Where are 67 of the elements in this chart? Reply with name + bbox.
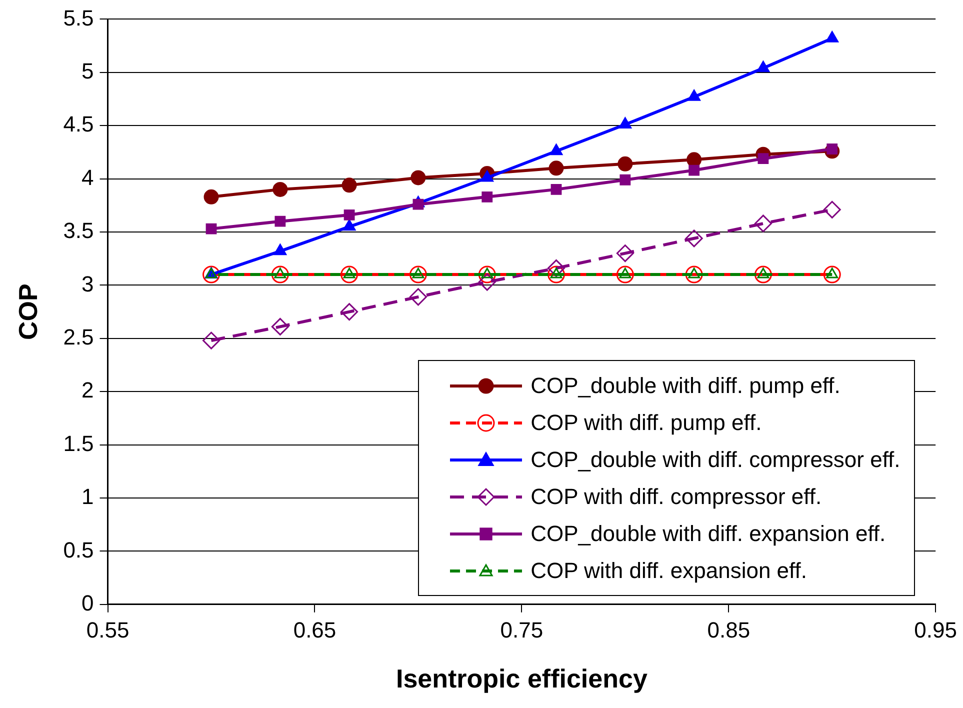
point — [272, 182, 288, 197]
point — [754, 214, 772, 232]
point — [685, 230, 703, 248]
legend-label: COP_double with diff. pump eff. — [530, 372, 840, 399]
point — [754, 266, 772, 284]
point — [342, 219, 356, 231]
point — [202, 332, 220, 350]
point — [823, 200, 841, 218]
point — [550, 184, 562, 195]
point — [340, 303, 358, 321]
point — [618, 156, 633, 172]
x-axis-title: Isentropic efficiency — [396, 664, 648, 694]
legend-label: COP_double with diff. compressor eff. — [530, 446, 900, 473]
point — [550, 144, 563, 156]
point — [409, 266, 427, 284]
point — [478, 266, 496, 284]
point — [206, 223, 217, 234]
point — [548, 160, 564, 176]
point — [204, 189, 219, 204]
y-tick-label: 5 — [82, 58, 94, 84]
y-tick-label: 0 — [82, 590, 94, 616]
point — [271, 266, 289, 284]
y-axis-title: COP — [12, 284, 43, 340]
x-tick-label: 0.55 — [86, 618, 130, 643]
point — [344, 210, 355, 220]
legend-label: COP_double with diff. expansion eff. — [530, 520, 886, 547]
point — [480, 170, 494, 182]
x-tick-label: 0.75 — [500, 618, 544, 643]
point — [616, 244, 634, 262]
y-tick-label: 1.5 — [63, 430, 94, 456]
point — [202, 266, 220, 284]
point — [685, 266, 703, 284]
point — [688, 164, 700, 176]
point — [826, 30, 839, 42]
y-tick-label: 4 — [82, 164, 94, 190]
point — [342, 178, 357, 193]
x-tick-label: 0.85 — [707, 618, 750, 643]
point — [274, 244, 287, 256]
legend-label: COP with diff. expansion eff. — [530, 558, 807, 584]
point — [756, 60, 770, 72]
y-tick-label: 2 — [82, 378, 94, 403]
point — [688, 89, 701, 101]
y-tick-label: 5.5 — [63, 5, 94, 30]
legend-label: COP with diff. compressor eff. — [530, 484, 822, 510]
point — [478, 273, 496, 291]
y-tick-label: 4.5 — [63, 112, 94, 137]
point — [412, 198, 424, 210]
point — [271, 318, 289, 336]
x-tick-label: 0.65 — [293, 618, 336, 643]
point — [340, 266, 358, 284]
point — [409, 288, 427, 306]
legend-label: COP with diff. pump eff. — [530, 410, 762, 436]
point — [548, 266, 565, 284]
point — [482, 191, 493, 202]
point — [620, 174, 631, 186]
y-tick-label: 3.5 — [63, 218, 94, 244]
point — [274, 216, 286, 227]
y-tick-label: 1 — [82, 484, 94, 510]
point — [410, 170, 426, 186]
y-tick-label: 3 — [82, 271, 94, 296]
point — [616, 266, 634, 284]
point — [618, 117, 632, 129]
x-tick-label: 0.95 — [914, 618, 958, 643]
y-tick-label: 2.5 — [63, 324, 94, 350]
point — [823, 266, 841, 284]
y-tick-label: 0.5 — [63, 537, 94, 562]
point — [548, 259, 565, 277]
